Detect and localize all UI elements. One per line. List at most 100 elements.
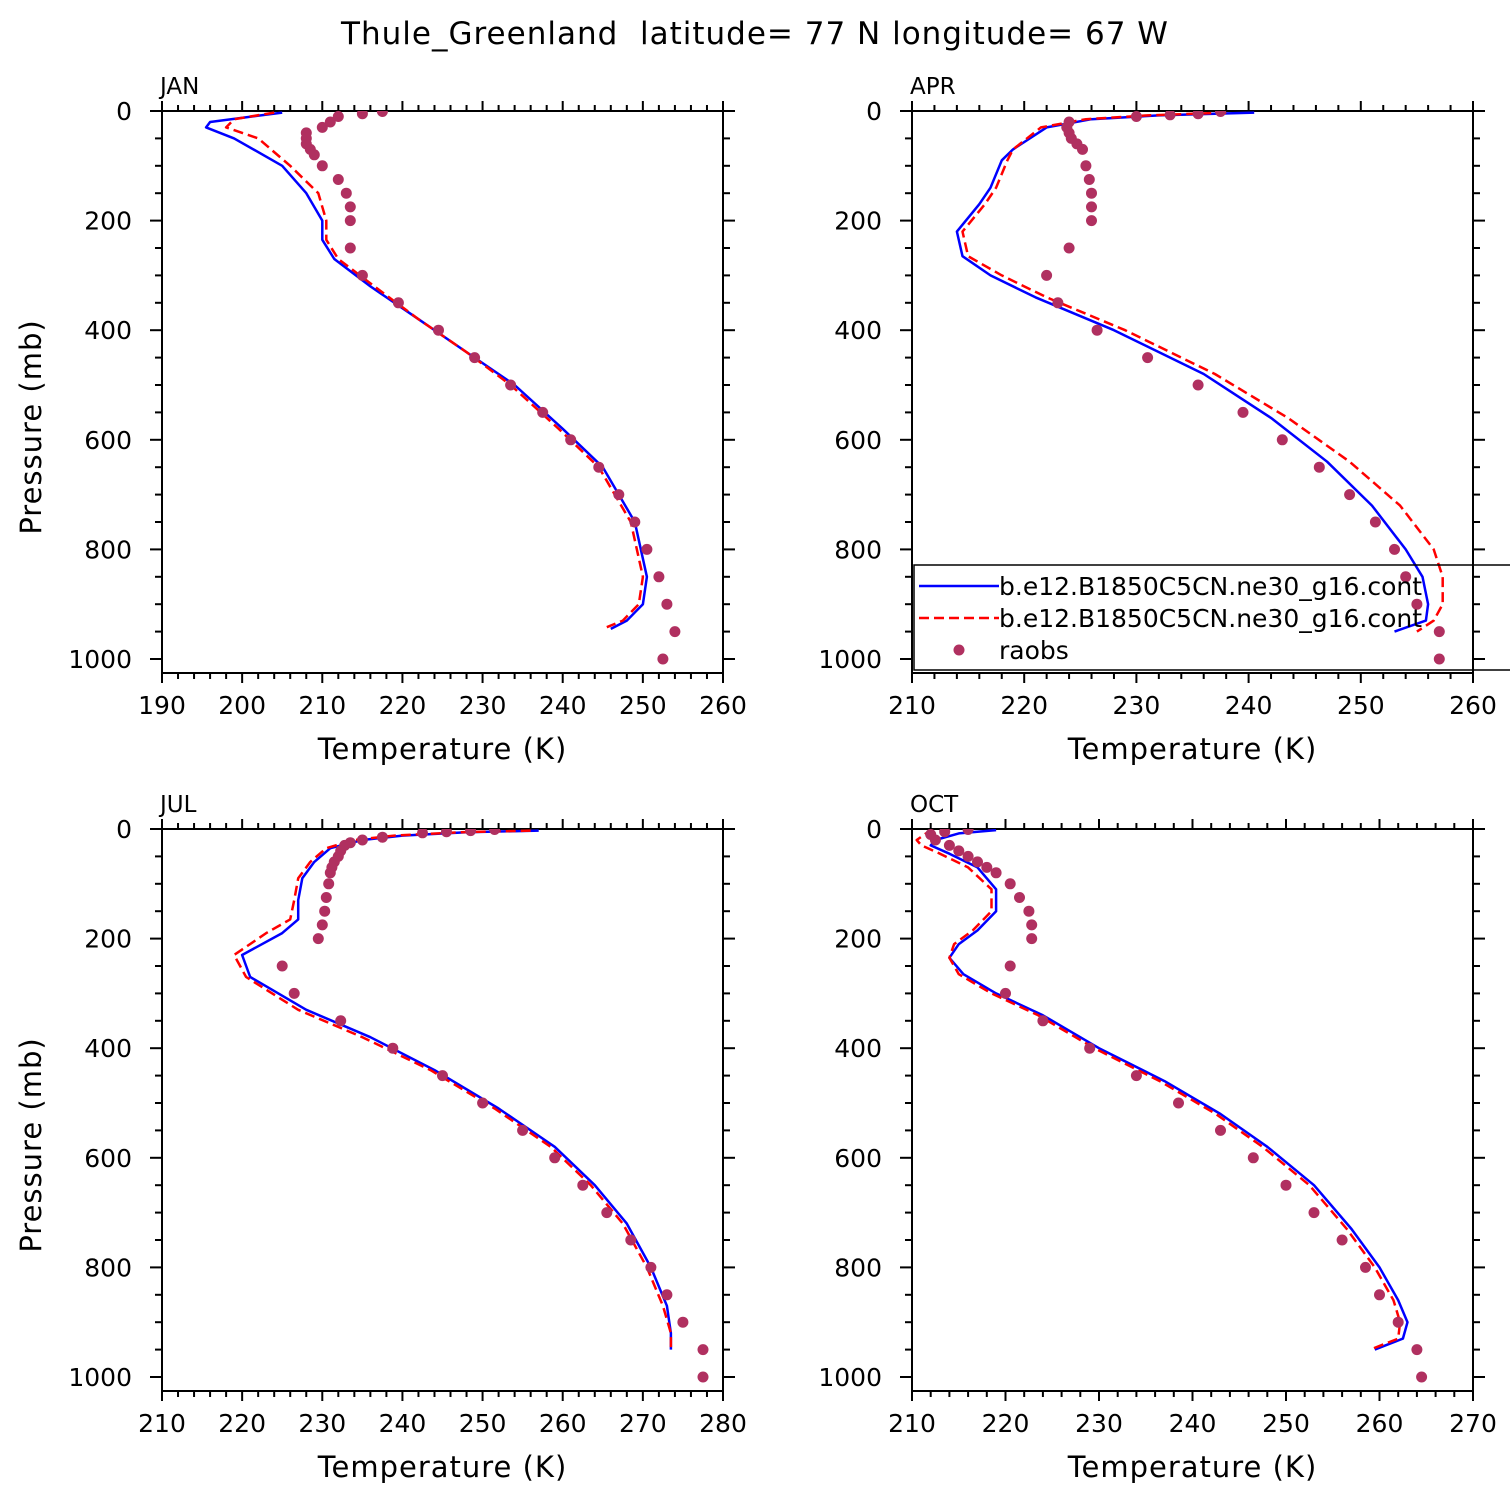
legend-label: b.e12.B1850C5CN.ne30_g16.cont [999,572,1422,601]
raobs-point [1023,905,1035,917]
x-tick-label: 260 [1356,1409,1404,1438]
raobs-point [1091,324,1103,336]
raobs-point [1247,1152,1259,1164]
raobs-point [392,297,404,309]
raobs-point [316,121,328,133]
x-tick-label: 210 [888,691,936,720]
raobs-point [641,543,653,555]
y-tick-label: 800 [834,1253,882,1282]
raobs-point [1280,1179,1292,1191]
raobs-point [943,839,955,851]
raobs-point [537,406,549,418]
raobs-point [1215,1124,1226,1136]
x-tick-label: 200 [218,691,266,720]
x-axis-title: Temperature (K) [1067,1450,1318,1484]
raobs-point [697,1371,709,1383]
raobs-point [332,111,344,122]
x-tick-label: 230 [459,691,507,720]
raobs-point [1026,933,1038,945]
plot-area [915,829,1428,1383]
raobs-point [1313,461,1325,473]
y-tick-label: 400 [834,1034,882,1063]
x-tick-label: 210 [138,1409,186,1438]
raobs-point [1004,878,1016,890]
raobs-point [613,489,625,501]
y-tick-label: 0 [116,815,132,844]
raobs-point [1433,626,1445,638]
x-tick-label: 220 [218,1409,266,1438]
plot-area [204,111,681,665]
raobs-point [376,111,388,117]
x-tick-label: 230 [1075,1409,1123,1438]
raobs-point [1276,434,1288,446]
raobs-point [344,201,356,213]
raobs-point [312,933,324,945]
panel-jul: JUL 210 220 230 240 250 260 270 280 0 200 400 600 800… [14,792,747,1484]
raobs-point [517,1124,529,1136]
x-tick-label: 190 [138,691,186,720]
x-tick-label: 280 [699,1409,747,1438]
y-tick-label: 200 [834,925,882,954]
raobs-point [1173,1097,1184,1109]
x-tick-label: 220 [1000,691,1048,720]
y-axis-title: Pressure (mb) [14,1037,48,1252]
x-tick-label: 210 [298,691,346,720]
raobs-point [1344,489,1356,501]
series-line-solid [929,829,1409,1351]
x-tick-label: 250 [619,691,667,720]
plot-area [955,111,1445,665]
raobs-point [697,1344,709,1356]
raobs-point [1411,1344,1423,1356]
plot-frame [911,828,1474,1392]
panel-jan: JAN 190 200 210 220 230 240 250 260 0 200 400 600 800… [14,74,747,766]
x-tick-label: 240 [539,691,587,720]
raobs-point [1130,111,1142,122]
raobs-point [939,829,951,838]
x-tick-label: 240 [1225,691,1273,720]
raobs-point [324,116,336,128]
raobs-point [356,834,368,846]
y-tick-label: 1000 [818,645,882,674]
raobs-point [1052,297,1064,309]
raobs-point [653,571,665,583]
raobs-point [1400,571,1412,583]
panel-oct: OCT 210 220 230 240 250 260 270 0 200 400 600 800 100… [818,792,1496,1484]
raobs-point [340,187,352,199]
raobs-point [356,111,368,120]
raobs-point [1041,269,1053,281]
raobs-point [645,1261,657,1273]
series-line-dashed [232,829,673,1350]
legend: b.e12.B1850C5CN.ne30_g16.cont b.e12.B1850… [913,564,1510,671]
y-tick-label: 400 [834,316,882,345]
raobs-point [1392,1316,1404,1328]
raobs-point [1237,406,1249,418]
raobs-point [1369,516,1381,528]
raobs-point [433,324,444,336]
raobs-point [465,829,477,837]
raobs-point [276,960,288,972]
raobs-point [316,919,328,931]
series-line-solid [240,829,673,1350]
raobs-point [593,461,605,473]
raobs-point [1063,242,1075,254]
raobs-point [376,831,388,843]
raobs-point [1000,987,1011,999]
raobs-point [669,626,681,638]
raobs-point [565,434,577,446]
raobs-point [1192,379,1204,391]
raobs-point [577,1179,589,1191]
x-tick-label: 220 [379,691,427,720]
raobs-point [1308,1207,1320,1219]
series-line-dashed [224,111,645,629]
raobs-point [549,1152,561,1164]
x-tick-label: 250 [1337,691,1385,720]
x-axis-title: Temperature (K) [317,1450,568,1484]
y-tick-label: 600 [84,1144,132,1173]
y-tick-label: 1000 [818,1363,882,1392]
raobs-point [477,1097,489,1109]
raobs-point [437,1070,448,1082]
y-tick-label: 600 [834,1144,882,1173]
x-tick-label: 220 [982,1409,1030,1438]
raobs-point [1360,1261,1371,1273]
x-axis-title: Temperature (K) [317,732,568,766]
